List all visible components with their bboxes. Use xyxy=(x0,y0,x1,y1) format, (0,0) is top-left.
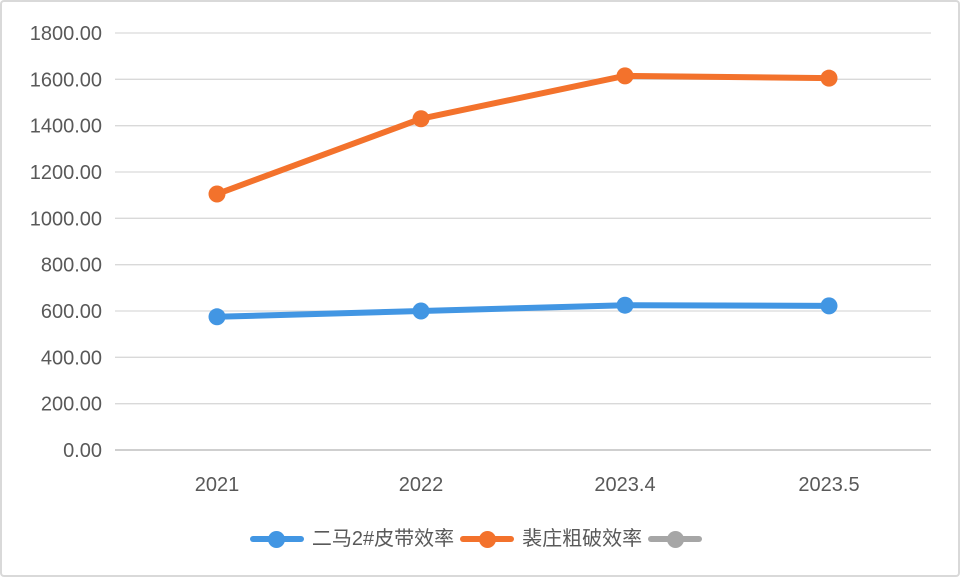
y-axis-tick-label: 200.00 xyxy=(41,394,102,416)
data-point-marker xyxy=(208,185,226,203)
y-axis-tick-label: 1800.00 xyxy=(30,23,102,45)
x-axis-tick-label: 2021 xyxy=(195,474,240,496)
data-point-marker xyxy=(412,110,430,128)
legend-item-series-2[interactable]: 裴庄粗破效率 xyxy=(460,529,642,549)
y-axis-tick-label: 1200.00 xyxy=(30,162,102,184)
legend-label-series-2: 裴庄粗破效率 xyxy=(522,528,643,550)
y-axis-tick-label: 1400.00 xyxy=(30,116,102,138)
y-axis-tick-label: 0.00 xyxy=(63,440,102,462)
y-axis-tick-label: 1000.00 xyxy=(30,208,102,230)
y-axis-tick-label: 800.00 xyxy=(41,255,102,277)
legend-line-marker-swatch-gray xyxy=(648,530,703,548)
y-axis-tick-label: 400.00 xyxy=(41,347,102,369)
x-axis-tick-label: 2022 xyxy=(399,474,444,496)
y-axis-tick-label: 1600.00 xyxy=(30,69,102,91)
chart-legend: 二马2#皮带效率 裴庄粗破效率 xyxy=(2,523,958,555)
y-axis-tick-label: 600.00 xyxy=(41,301,102,323)
legend-line-marker-swatch-orange xyxy=(460,530,515,548)
legend-item-series-3[interactable] xyxy=(648,530,710,548)
series-line xyxy=(214,72,832,198)
data-point-marker xyxy=(412,302,430,320)
legend-marker-dot xyxy=(666,530,684,548)
data-point-marker xyxy=(820,297,838,315)
legend-line-marker-swatch-blue xyxy=(249,530,304,548)
line-chart-plot-area: 0.00 200.00 400.00 600.00 800.00 1000.00 1200.… xyxy=(30,23,931,496)
series-line xyxy=(214,302,832,320)
legend-marker-dot xyxy=(478,530,496,548)
x-axis-tick-label: 2023.5 xyxy=(798,474,859,496)
legend-label-series-1: 二马2#皮带效率 xyxy=(311,528,455,550)
legend-marker-dot xyxy=(268,530,286,548)
data-point-marker xyxy=(208,308,226,326)
data-point-marker xyxy=(616,67,634,85)
data-point-marker xyxy=(820,69,838,87)
legend-item-series-1[interactable]: 二马2#皮带效率 xyxy=(249,528,455,550)
data-point-marker xyxy=(616,296,634,314)
x-axis-tick-label: 2023.4 xyxy=(594,474,655,496)
